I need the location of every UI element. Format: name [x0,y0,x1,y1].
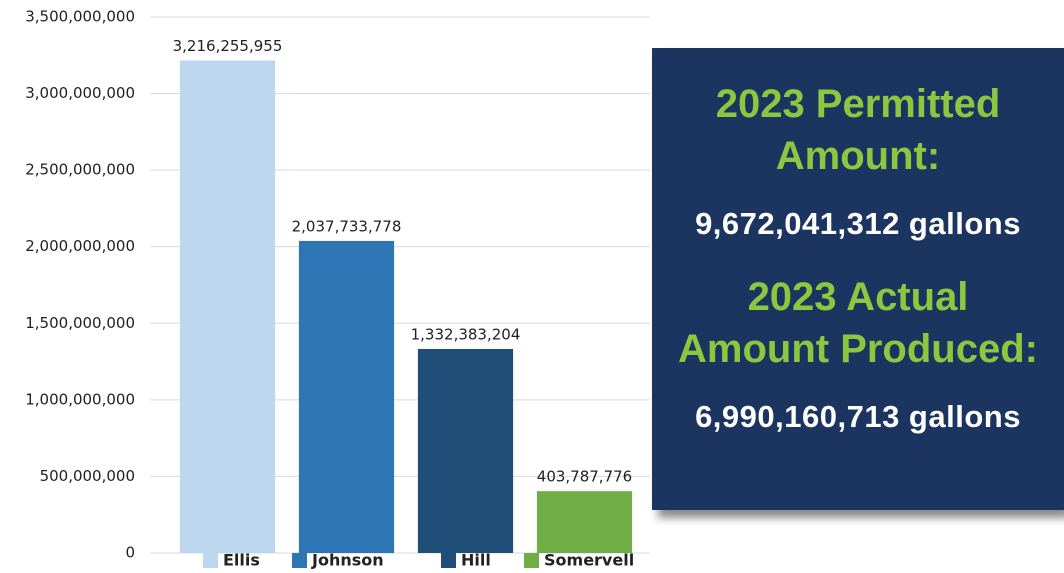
callout-amount: 9,672,041,312 gallons [695,206,1021,241]
chart: 0 500,000,000 1,000,000,000 1,500,000,000 2,… [25,8,650,570]
y-tick-label: 3,500,000,000 [25,8,135,26]
heading-line: Amount Produced: [678,327,1038,371]
legend-label: Hill [461,551,491,570]
legend-label: Ellis [223,551,260,570]
y-tick-label: 2,500,000,000 [25,161,135,179]
bar [417,348,514,553]
heading-line: Amount: [775,134,941,178]
heading-line: 2023 Actual [747,275,969,319]
y-tick-label: 2,000,000,000 [25,237,135,255]
callout-amount: 6,990,160,713 gallons [695,399,1021,434]
data-label: 1,332,383,204 [411,325,521,343]
data-label: 403,787,776 [537,468,632,486]
heading-line: 2023 Permitted [715,82,1001,126]
legend-label: Johnson [311,551,384,570]
data-label: 2,037,733,778 [292,217,402,235]
data-label: 3,216,255,955 [173,37,283,55]
legend-swatch [292,553,307,568]
bar [536,491,633,553]
callout-heading: 2023 Actual Amount Produced: [652,271,1064,375]
legend-swatch [441,553,456,568]
legend-label: Somervell [544,551,634,570]
y-tick-label: 1,000,000,000 [25,390,135,408]
callout-heading: 2023 Permitted Amount: [652,78,1064,182]
legend-swatch [524,553,539,568]
bar [298,240,395,554]
callout-box: 2023 Permitted Amount: 9,672,041,312 gal… [652,48,1064,510]
y-tick-label: 500,000,000 [40,467,135,485]
y-tick-label: 0 [125,544,135,562]
bar [179,60,276,554]
y-tick-label: 3,000,000,000 [25,84,135,102]
y-tick-label: 1,500,000,000 [25,314,135,332]
legend-swatch [203,553,218,568]
